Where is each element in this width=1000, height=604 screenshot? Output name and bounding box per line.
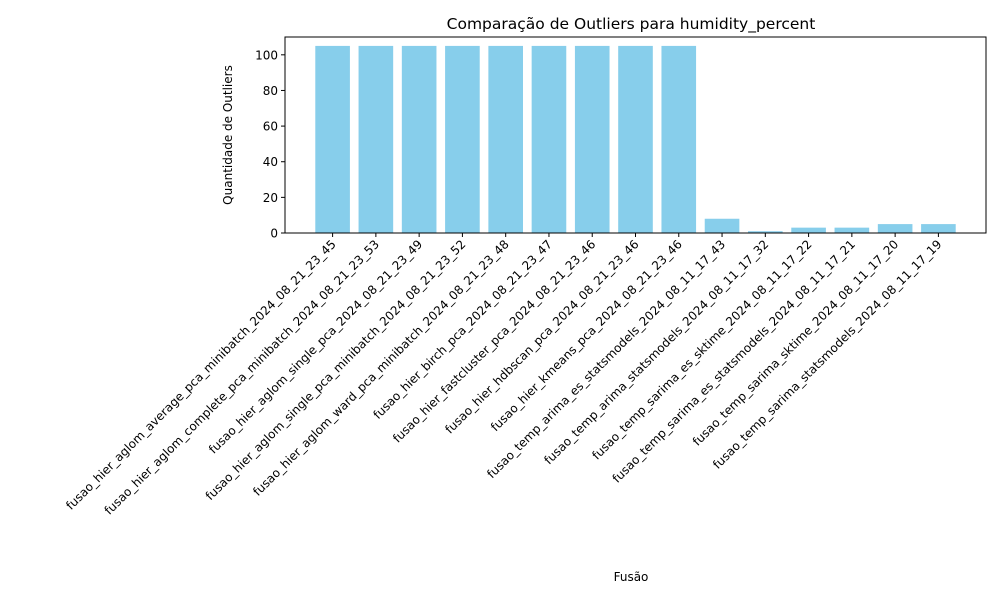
y-tick-label: 100 [255,48,278,62]
bar [921,224,956,233]
bar [401,45,437,233]
y-tick-label: 20 [263,191,278,205]
x-tick-label: fusao_hier_fastcluster_pca_2024_08_21_23… [390,237,598,445]
bar [315,45,350,233]
bar [531,45,567,233]
bar [748,231,783,233]
y-axis-label: Quantidade de Outliers [221,65,235,205]
bar [445,45,480,233]
bars-layer [315,45,956,233]
x-axis: fusao_hier_aglom_average_pca_minibatch_2… [63,233,945,518]
bar [834,227,870,233]
plot-frame [284,36,987,234]
y-tick-label: 40 [263,155,278,169]
bar [358,45,394,233]
bar [618,45,653,233]
bar [574,45,610,233]
y-tick-label: 0 [270,227,278,241]
y-tick-label: 80 [263,84,278,98]
y-axis: 0 20 40 60 80 100 [255,48,285,241]
chart-title: Comparação de Outliers para humidity_per… [447,15,816,34]
bar [877,224,913,233]
x-tick-label: fusao_temp_sarima_sktime_2024_08_11_17_2… [690,237,901,448]
x-tick-label: fusao_hier_aglom_complete_pca_minibatch_… [102,237,382,517]
bar [488,45,523,233]
bar [661,45,697,233]
x-axis-label: Fusão [614,570,649,584]
y-tick-label: 60 [263,120,278,134]
bar [704,218,740,233]
bar [791,227,826,233]
